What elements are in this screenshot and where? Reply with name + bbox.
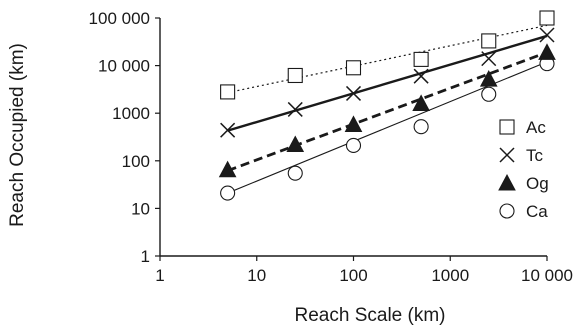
data-point-og bbox=[538, 43, 556, 60]
legend-label-tc: Tc bbox=[526, 146, 544, 165]
cross-stroke bbox=[220, 122, 236, 138]
data-point-ac bbox=[481, 33, 497, 49]
x-tick-label: 1000 bbox=[431, 266, 469, 285]
cross-stroke bbox=[481, 51, 497, 67]
data-point-tc bbox=[539, 27, 555, 43]
data-point-og bbox=[479, 70, 498, 87]
data-point-ac bbox=[220, 84, 236, 100]
data-point-tc bbox=[481, 51, 497, 67]
y-tick-label: 10 bbox=[131, 199, 150, 218]
legend-marker-tc bbox=[499, 147, 515, 163]
data-point-tc bbox=[287, 101, 303, 117]
fit-line-tc bbox=[227, 34, 548, 132]
data-point-ca bbox=[287, 165, 303, 181]
data-point-og bbox=[218, 160, 237, 178]
data-point-ac bbox=[539, 10, 555, 26]
data-point-tc bbox=[220, 122, 236, 138]
data-point-ca bbox=[481, 86, 497, 102]
data-point-ac bbox=[413, 51, 429, 67]
data-point-ca bbox=[345, 137, 362, 154]
cross-stroke bbox=[345, 85, 362, 101]
cross-stroke bbox=[539, 27, 555, 43]
cross-stroke bbox=[413, 68, 429, 84]
legend-label-ac: Ac bbox=[526, 118, 546, 137]
x-tick-label: 10 bbox=[247, 266, 266, 285]
y-axis-title: Reach Occupied (km) bbox=[7, 43, 28, 227]
cross-stroke bbox=[287, 101, 303, 117]
fit-line-og bbox=[227, 51, 548, 172]
data-point-ca bbox=[220, 185, 236, 201]
data-point-og bbox=[286, 135, 305, 153]
x-tick-label: 100 bbox=[339, 266, 367, 285]
fit-line-ca bbox=[227, 61, 548, 194]
x-axis-title: Reach Scale (km) bbox=[295, 305, 446, 326]
y-tick-label: 1 bbox=[141, 247, 150, 266]
data-point-tc bbox=[345, 85, 362, 101]
legend-marker-og bbox=[498, 173, 516, 191]
data-point-og bbox=[412, 94, 430, 111]
y-tick-label: 100 000 bbox=[89, 9, 150, 28]
x-tick-label: 10 000 bbox=[521, 266, 573, 285]
legend-label-og: Og bbox=[526, 174, 549, 193]
data-point-og bbox=[344, 115, 363, 132]
data-point-tc bbox=[413, 68, 429, 84]
cross-stroke bbox=[499, 147, 515, 163]
data-point-ac bbox=[345, 60, 362, 76]
y-tick-label: 100 bbox=[122, 152, 150, 171]
y-tick-label: 10 000 bbox=[98, 57, 150, 76]
legend-label-ca: Ca bbox=[526, 202, 548, 221]
x-tick-label: 1 bbox=[155, 266, 164, 285]
data-point-ca bbox=[413, 119, 429, 135]
data-point-ac bbox=[287, 67, 303, 84]
legend-marker-ac bbox=[499, 119, 515, 135]
legend-marker-ca bbox=[499, 203, 515, 219]
y-tick-label: 1000 bbox=[112, 104, 150, 123]
